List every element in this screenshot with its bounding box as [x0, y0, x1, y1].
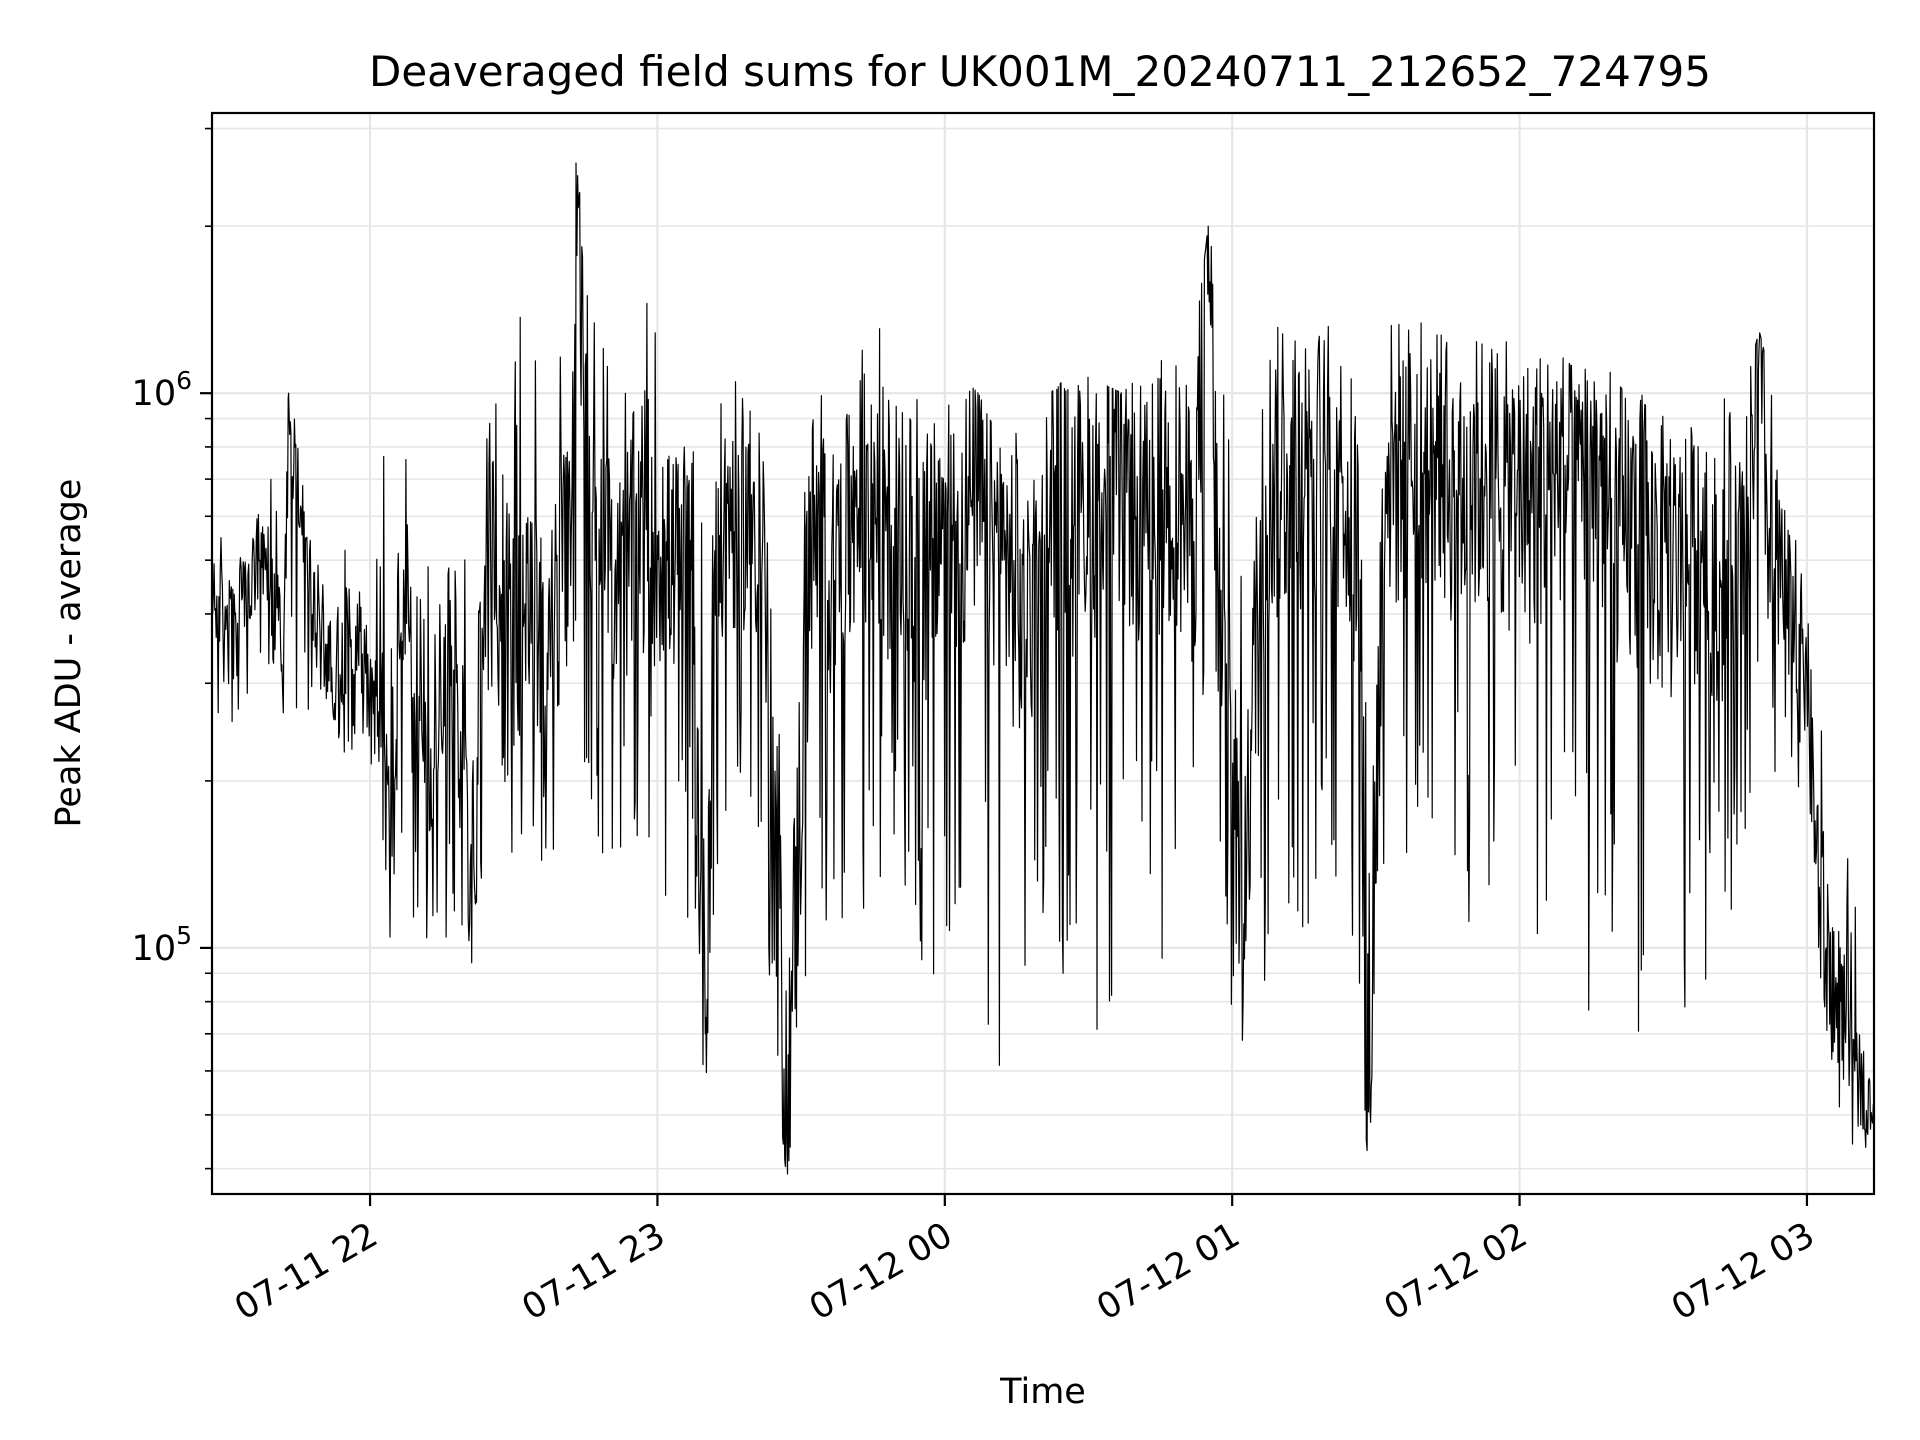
series-line — [211, 162, 1875, 1175]
y-axis-label: Peak ADU - average — [49, 479, 89, 828]
y-tick-label: 106 — [132, 366, 192, 414]
y-tick-label: 105 — [132, 921, 192, 969]
x-axis-label: Time — [999, 1372, 1086, 1412]
plot-frame — [210, 111, 1876, 1196]
y-ticks: 105 106 — [132, 127, 212, 1170]
plot-series — [211, 162, 1875, 1175]
chart-title: Deaveraged field sums for UK001M_2024071… — [369, 47, 1711, 96]
